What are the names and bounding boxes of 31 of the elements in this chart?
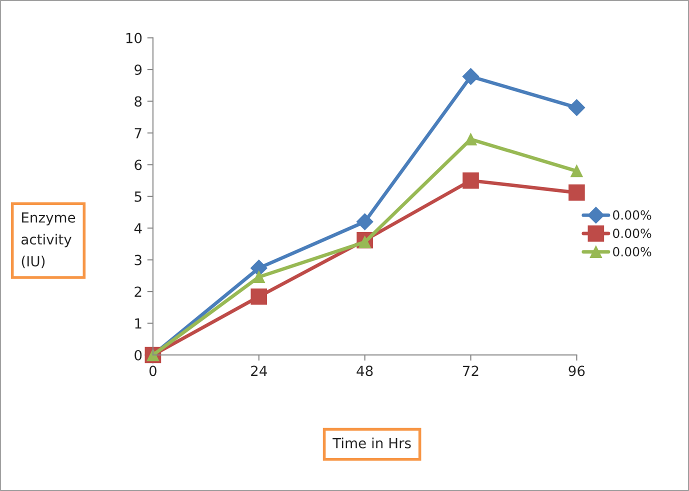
y-tick-label: 3 — [134, 254, 142, 266]
point — [250, 288, 268, 305]
point — [568, 184, 585, 201]
y-tick-label: 2 — [134, 286, 142, 297]
point — [250, 260, 268, 276]
legend-label: 0.00% — [613, 246, 652, 256]
y-tick-label: 10 — [126, 32, 142, 44]
y-tick-label: 9 — [134, 64, 142, 75]
y-tick-label: 6 — [134, 160, 142, 170]
x-tick-label: 24 — [251, 366, 267, 376]
x-tick-label: 48 — [356, 366, 373, 376]
y-tick-label: 1 — [135, 318, 142, 329]
point — [356, 213, 374, 230]
y-tick-label: 0 — [134, 350, 142, 360]
point — [462, 172, 479, 189]
y-tick-label: 5 — [134, 192, 142, 202]
y-tick-label: 7 — [134, 128, 142, 138]
point — [570, 164, 583, 178]
y-tick-label: 8 — [134, 96, 142, 107]
legend-label: 0.00% — [613, 210, 652, 220]
point — [252, 270, 265, 284]
legend-label: 0.00% — [613, 228, 652, 238]
x-axis-title: Time in Hrs — [332, 438, 411, 448]
point — [462, 68, 480, 85]
x-tick-label: 72 — [463, 366, 478, 376]
point — [464, 133, 477, 146]
x-tick-label: 0 — [149, 366, 156, 376]
x-tick-label: 96 — [568, 366, 585, 376]
point — [568, 99, 586, 116]
y-axis-title: Enzyme activity (IU) — [22, 212, 76, 268]
y-tick-label: 4 — [134, 223, 142, 234]
